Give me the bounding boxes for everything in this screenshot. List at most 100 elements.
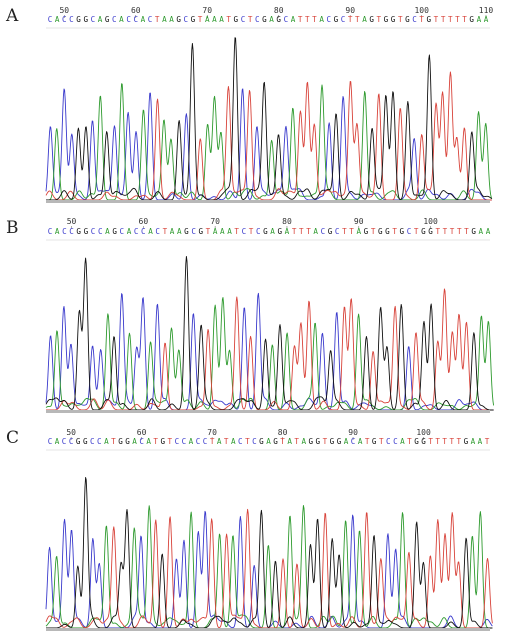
- base-call: G: [198, 227, 203, 236]
- base-call: C: [91, 15, 96, 24]
- base-call: T: [349, 227, 354, 236]
- base-call: T: [449, 437, 454, 446]
- base-call: T: [450, 227, 455, 236]
- base-call: C: [321, 227, 326, 236]
- base-call: G: [427, 15, 432, 24]
- base-call: G: [471, 227, 476, 236]
- position-label: 60: [139, 217, 149, 226]
- position-label: 90: [354, 217, 364, 226]
- base-call: C: [91, 227, 96, 236]
- base-call: G: [391, 15, 396, 24]
- position-label: 50: [66, 428, 76, 437]
- base-call: G: [76, 15, 81, 24]
- base-call: T: [435, 227, 440, 236]
- base-call: G: [428, 227, 433, 236]
- base-call: G: [176, 15, 181, 24]
- base-call: T: [464, 227, 469, 236]
- base-call: T: [379, 437, 384, 446]
- base-call: A: [55, 227, 60, 236]
- base-call: T: [376, 15, 381, 24]
- base-call: T: [306, 227, 311, 236]
- base-call: T: [155, 15, 160, 24]
- base-call: G: [84, 227, 89, 236]
- base-call: C: [241, 15, 246, 24]
- trace-G: [46, 477, 493, 629]
- base-call: G: [316, 437, 321, 446]
- position-label: 80: [278, 428, 288, 437]
- base-call: A: [471, 437, 476, 446]
- base-call: A: [227, 227, 232, 236]
- base-call: C: [112, 15, 117, 24]
- base-call: T: [294, 437, 299, 446]
- base-call: C: [326, 15, 331, 24]
- base-call: C: [182, 437, 187, 446]
- position-label: 70: [207, 428, 217, 437]
- base-call: C: [139, 437, 144, 446]
- base-call: T: [442, 437, 447, 446]
- base-call: G: [277, 227, 282, 236]
- base-call: A: [266, 437, 271, 446]
- base-call: G: [160, 437, 165, 446]
- base-call: A: [104, 437, 109, 446]
- base-call: G: [83, 437, 88, 446]
- base-call: A: [270, 227, 275, 236]
- base-call: C: [69, 437, 74, 446]
- base-call: A: [287, 437, 292, 446]
- base-call: A: [213, 227, 218, 236]
- base-call: T: [342, 227, 347, 236]
- base-call: A: [177, 227, 182, 236]
- trace-A: [46, 83, 493, 201]
- trace-A: [45, 297, 495, 411]
- baseline-bar: [46, 200, 490, 203]
- base-call: A: [400, 437, 405, 446]
- base-call: C: [141, 227, 146, 236]
- base-call: G: [118, 437, 123, 446]
- base-call: C: [97, 437, 102, 446]
- base-call: A: [55, 437, 60, 446]
- base-call: C: [252, 437, 257, 446]
- base-call: A: [169, 15, 174, 24]
- base-call: G: [385, 227, 390, 236]
- base-call: C: [120, 227, 125, 236]
- trace-G: [46, 37, 493, 201]
- base-call: C: [238, 437, 243, 446]
- base-call: A: [486, 227, 491, 236]
- base-call: T: [245, 437, 250, 446]
- base-call: A: [217, 437, 222, 446]
- base-call: T: [226, 15, 231, 24]
- position-label: 70: [210, 217, 220, 226]
- base-call: T: [305, 15, 310, 24]
- base-call: G: [309, 437, 314, 446]
- base-call: T: [443, 227, 448, 236]
- base-call: C: [62, 15, 67, 24]
- position-label: 80: [274, 6, 284, 15]
- base-call: C: [98, 227, 103, 236]
- base-call: T: [434, 15, 439, 24]
- base-call: C: [62, 227, 67, 236]
- panel-label-b: B: [6, 218, 19, 238]
- base-call: G: [125, 437, 130, 446]
- base-call: T: [292, 227, 297, 236]
- base-call: C: [48, 15, 53, 24]
- base-call: G: [372, 437, 377, 446]
- base-call: C: [386, 437, 391, 446]
- base-call: A: [220, 227, 225, 236]
- base-call: A: [291, 15, 296, 24]
- base-call: C: [62, 437, 67, 446]
- base-call: T: [419, 15, 424, 24]
- base-call: T: [428, 437, 433, 446]
- base-call: T: [398, 15, 403, 24]
- base-call: A: [285, 227, 290, 236]
- base-call: A: [98, 15, 103, 24]
- base-call: C: [284, 15, 289, 24]
- base-call: T: [348, 15, 353, 24]
- base-call: A: [105, 227, 110, 236]
- base-call: T: [299, 227, 304, 236]
- position-label: 90: [345, 6, 355, 15]
- base-call: C: [175, 437, 180, 446]
- base-call: T: [371, 227, 376, 236]
- base-call: A: [362, 15, 367, 24]
- base-call: T: [206, 227, 211, 236]
